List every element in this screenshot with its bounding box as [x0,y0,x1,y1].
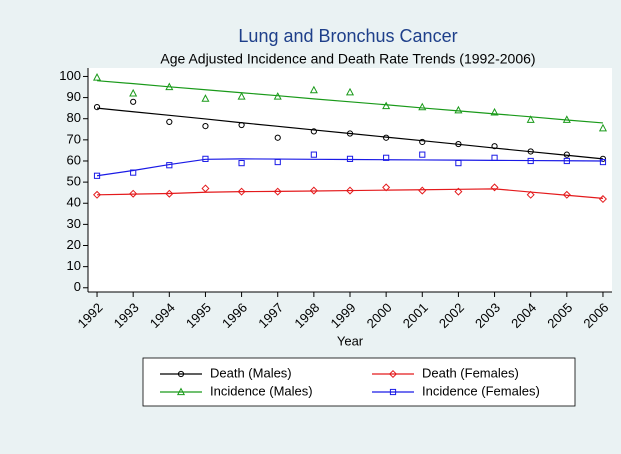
marker [563,157,570,165]
y-tick-label: 90 [67,89,81,104]
marker [165,82,174,91]
marker [202,123,209,130]
marker [345,87,355,96]
marker [238,121,245,129]
y-tick-label: 20 [67,237,81,252]
marker [130,169,137,176]
legend-label: Death (Females) [422,365,519,380]
marker [455,140,462,148]
marker [454,187,463,196]
marker [93,172,101,179]
marker [177,370,185,378]
marker [176,387,186,396]
marker [454,105,463,114]
marker [527,157,534,165]
marker [310,128,317,135]
legend-label: Incidence (Females) [422,383,540,398]
marker [166,118,173,125]
marker [201,94,210,102]
marker [237,187,246,196]
fit-line [96,80,604,124]
marker [419,138,426,146]
marker [490,107,499,116]
marker [418,186,427,195]
y-tick-label: 30 [67,216,81,231]
marker [599,155,607,162]
marker [237,92,246,100]
marker [165,189,174,198]
marker [93,190,102,199]
marker [166,162,173,169]
marker [309,186,318,195]
marker [562,115,571,123]
marker [93,103,101,111]
marker [455,159,462,167]
marker [562,190,571,199]
marker [598,195,607,204]
y-tick-label: 80 [67,110,81,125]
marker [526,190,535,199]
marker [309,85,318,94]
marker [201,184,210,193]
marker [389,388,397,396]
marker [383,134,390,141]
marker [202,155,209,162]
fit-line [97,188,604,199]
chart-subtitle: Age Adjusted Incidence and Death Rate Tr… [160,51,535,67]
legend [142,357,576,407]
legend-label: Death (Males) [210,365,292,380]
marker [129,88,138,97]
marker [238,159,245,167]
marker [490,183,499,192]
x-axis-label: Year [337,333,364,348]
y-tick-label: 10 [67,258,81,273]
marker [129,189,138,198]
marker [382,101,391,110]
marker [130,98,137,105]
marker [418,102,427,111]
y-tick-label: 0 [74,279,81,294]
marker [310,151,317,158]
marker [274,134,281,141]
marker [93,73,102,81]
marker [491,154,498,161]
y-tick-label: 70 [67,131,81,146]
y-tick-label: 50 [67,174,81,189]
marker [346,130,354,137]
marker [598,123,607,132]
marker [273,92,282,100]
plot-region [88,68,612,292]
chart-title: Lung and Bronchus Cancer [238,26,457,46]
marker [383,154,390,161]
marker [527,148,534,155]
marker [526,115,535,123]
marker [346,155,354,162]
y-tick-label: 60 [67,152,81,167]
y-tick-label: 40 [67,195,81,210]
fit-line [96,158,603,177]
fit-line [96,107,604,160]
marker [388,369,398,379]
y-tick-label: 100 [59,68,81,83]
marker [563,151,570,158]
legend-label: Incidence (Males) [210,383,313,398]
marker [382,183,391,192]
marker [274,158,281,166]
marker [273,187,282,196]
marker [599,158,607,166]
marker [419,151,426,158]
marker [345,186,355,195]
marker [491,143,498,150]
